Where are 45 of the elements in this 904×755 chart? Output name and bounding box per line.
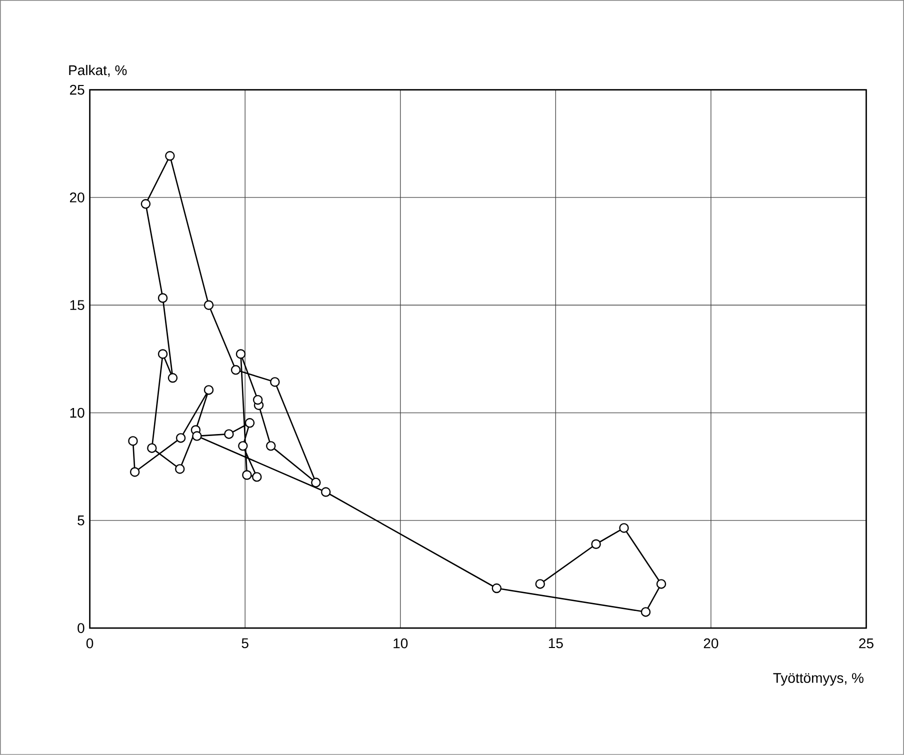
x-tick-label: 5 — [242, 638, 248, 648]
point — [266, 441, 276, 451]
point — [535, 579, 546, 589]
point — [591, 539, 601, 550]
point — [252, 395, 263, 405]
point — [128, 436, 138, 446]
point — [168, 373, 178, 383]
point — [147, 443, 157, 453]
y-tick-label: 25 — [70, 84, 84, 95]
point — [204, 385, 214, 395]
point — [244, 418, 255, 428]
y-tick-label: 5 — [78, 516, 84, 526]
point — [270, 377, 280, 387]
point — [619, 523, 629, 533]
point — [252, 472, 262, 482]
point — [130, 467, 140, 477]
x-tick-label: 15 — [548, 638, 563, 648]
point — [230, 365, 241, 375]
x-tick-label: 25 — [859, 638, 874, 648]
point — [140, 199, 151, 209]
x-tick-label: 10 — [394, 638, 408, 648]
x-axis-title: Työttömyys, % — [773, 673, 864, 686]
y-tick-label: 10 — [70, 408, 84, 418]
point — [311, 478, 321, 488]
y-tick-label: 15 — [70, 300, 84, 310]
point — [320, 487, 331, 497]
point — [236, 349, 246, 359]
y-tick-label: 0 — [78, 623, 84, 634]
point — [242, 470, 252, 480]
point — [158, 349, 168, 359]
point — [176, 433, 186, 443]
point — [174, 464, 185, 474]
y-tick-label: 20 — [70, 192, 84, 202]
point — [192, 431, 202, 441]
point — [656, 579, 666, 589]
point — [492, 583, 502, 594]
x-tick-label: 0 — [86, 638, 94, 648]
point — [165, 151, 175, 161]
x-tick-label: 20 — [704, 638, 718, 648]
point — [238, 441, 248, 451]
point — [204, 300, 214, 310]
point — [640, 607, 651, 617]
point — [158, 293, 168, 303]
point — [224, 429, 234, 440]
y-axis-title: Palkat, % — [69, 64, 127, 77]
